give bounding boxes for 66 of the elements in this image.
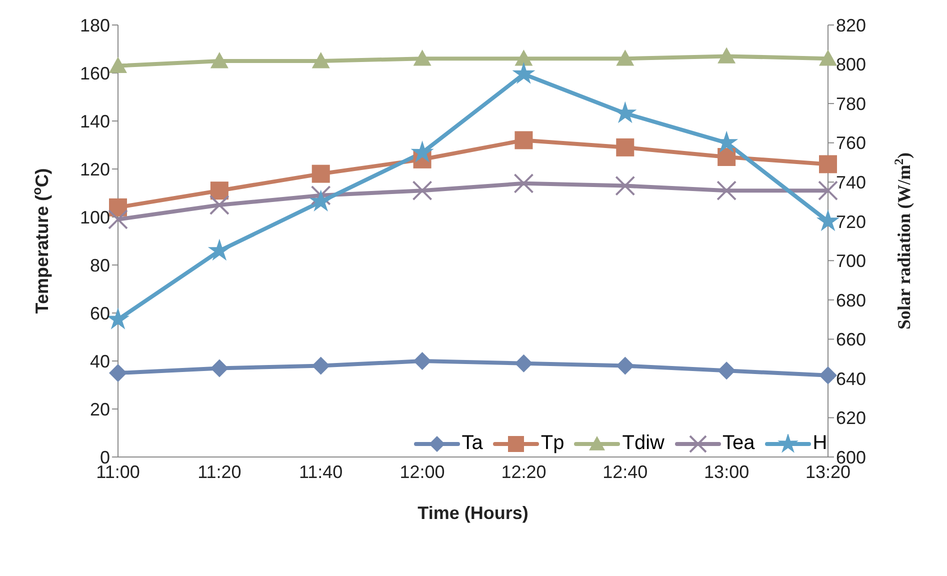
y-tick-label: 180 [80,15,110,36]
y2-tick-label: 720 [836,212,866,232]
point [616,50,634,66]
point [310,185,331,206]
y-tick-label: 40 [90,351,110,372]
point [412,180,432,201]
x-tick-label: 12:40 [602,462,648,482]
point [514,131,533,150]
point [616,138,634,156]
point [210,52,228,68]
y2-tick-label: 820 [836,15,866,36]
y-tick-label: 20 [90,399,110,420]
y-tick-label: 80 [90,255,110,276]
point [513,62,534,84]
point [716,180,737,201]
point [210,182,228,200]
point [310,190,332,211]
y-tick-label: 120 [80,159,110,180]
point [109,56,127,73]
point [312,356,330,375]
point [819,155,837,174]
point [109,364,127,382]
y2-tick-label: 680 [836,290,866,310]
legend-label: Tp [540,432,564,455]
x-axis-title: Time (Hours) [418,503,528,523]
point [108,209,128,230]
point [413,352,432,370]
point [616,356,634,375]
y-tick-label: 160 [80,63,110,84]
point [718,362,736,380]
point [413,50,432,66]
point [210,359,228,378]
x-tick-label: 11:40 [299,462,343,482]
y-tick-label: 140 [80,111,110,132]
legend-label: Ta [462,432,483,455]
point [208,240,230,260]
y2-tick-label: 640 [836,368,866,389]
legend-label: Tea [722,432,755,455]
legend-label: H [812,432,828,455]
point [412,141,433,162]
y2-tick-label: 800 [836,54,866,75]
point [312,164,330,183]
point [718,148,736,166]
y2-tick-label: 740 [836,172,866,192]
y2-tick-label: 700 [836,251,866,272]
y2-tick-label: 780 [836,94,866,114]
point [718,47,736,64]
x-tick-label: 12:00 [400,462,445,482]
point [514,354,533,372]
point [209,195,230,215]
point [514,50,533,66]
point [514,173,534,194]
y2-tick-label: 660 [836,330,866,350]
legend-label: Tdiw [622,432,664,455]
point [312,52,330,68]
point [819,366,837,384]
point [819,50,837,66]
x-tick-label: 12:20 [501,462,546,482]
point [818,180,838,201]
x-tick-label: 13:00 [704,462,750,482]
y2-tick-label: 760 [836,133,866,154]
y2-tick-label: 620 [836,408,866,428]
point [615,176,636,196]
y-tick-label: 100 [80,207,110,228]
x-tick-label: 11:20 [198,462,242,482]
y-tick-label: 60 [90,303,110,324]
